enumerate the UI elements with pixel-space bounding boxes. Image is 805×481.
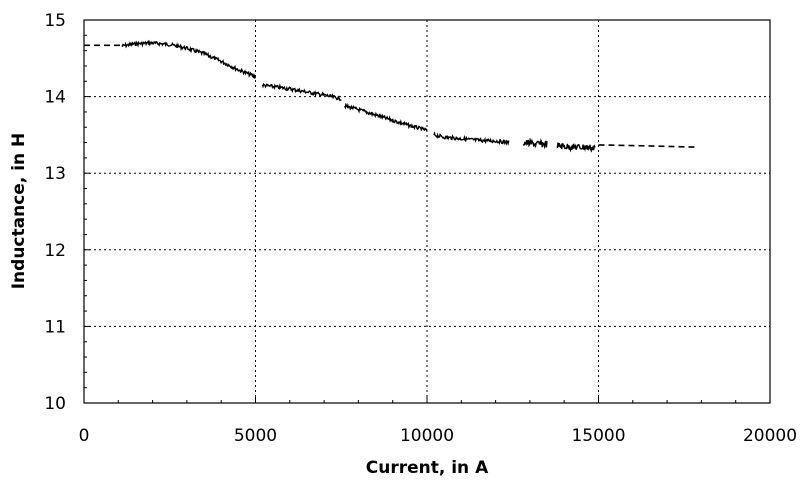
y-tick-label-5: 15 — [44, 11, 66, 31]
plot-frame — [83, 19, 771, 404]
measured-segment-1 — [261, 82, 342, 102]
y-tick-label-3: 13 — [44, 164, 66, 184]
y-tick-label-1: 11 — [44, 317, 66, 337]
x-tick-label-1: 5000 — [234, 426, 277, 446]
measured-segment-2 — [344, 102, 428, 132]
series-group — [84, 39, 699, 153]
measured-segment-0 — [121, 39, 257, 80]
y-axis-title: Inductance, in H — [9, 133, 29, 290]
measured-segment-4 — [522, 137, 548, 150]
x-tick-label-0: 0 — [79, 426, 90, 446]
x-tick-labels: 0 5000 10000 15000 20000 — [79, 426, 797, 446]
y-tick-labels: 10 11 12 13 14 15 — [44, 11, 66, 414]
y-tick-label-4: 14 — [44, 88, 66, 108]
fit-line-segment-1 — [598, 144, 699, 148]
y-tick-label-2: 12 — [44, 241, 66, 261]
grid — [84, 20, 770, 403]
x-tick-label-4: 20000 — [743, 426, 797, 446]
x-tick-label-2: 10000 — [400, 426, 454, 446]
x-tick-label-3: 15000 — [571, 426, 625, 446]
measured-segment-3 — [433, 131, 510, 146]
x-axis-title: Current, in A — [366, 458, 489, 478]
y-tick-label-0: 10 — [44, 394, 66, 414]
measured-segment-5 — [556, 142, 596, 153]
